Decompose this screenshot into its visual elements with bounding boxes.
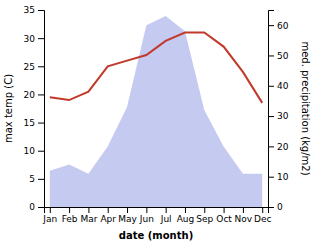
x-axis: Jan FebMarAprMayJun Jul AugSepOctNovDec bbox=[42, 207, 271, 224]
tick-mark bbox=[38, 179, 44, 180]
tick-label: Aug bbox=[177, 214, 195, 224]
tick-mark bbox=[185, 207, 186, 213]
tick: 10 bbox=[24, 146, 44, 156]
tick: 0 bbox=[29, 202, 44, 212]
tick-mark bbox=[38, 123, 44, 124]
tick-label: 50 bbox=[277, 51, 289, 61]
tick-label: May bbox=[118, 214, 137, 224]
tick: Sep bbox=[196, 207, 213, 224]
x-axis-title: date (month) bbox=[119, 230, 193, 241]
tick-label: 0 bbox=[277, 202, 283, 212]
tick-mark bbox=[166, 207, 167, 213]
tick-label: 10 bbox=[277, 172, 289, 182]
tick-mark bbox=[146, 207, 147, 213]
y-axis-title: max temp (C) bbox=[3, 74, 14, 143]
tick-label: 35 bbox=[24, 5, 35, 15]
tick-mark bbox=[268, 177, 274, 178]
area bbox=[50, 16, 262, 207]
tick-label: Feb bbox=[62, 214, 78, 224]
tick: 60 bbox=[268, 21, 289, 31]
tick-mark bbox=[268, 116, 274, 117]
tick-mark bbox=[243, 207, 244, 213]
tick-mark bbox=[127, 207, 128, 213]
x-axis-line bbox=[45, 208, 269, 214]
tick-mark bbox=[50, 207, 51, 213]
tick-label: Sep bbox=[196, 214, 213, 224]
tick-mark bbox=[38, 94, 44, 95]
tick-label: 20 bbox=[24, 90, 36, 100]
tick: Aug bbox=[177, 207, 195, 224]
tick-mark bbox=[69, 207, 70, 213]
tick-label: 25 bbox=[24, 62, 35, 72]
tick: Jun bbox=[139, 207, 154, 224]
line bbox=[50, 33, 262, 103]
tick-label: 40 bbox=[277, 81, 289, 91]
tick-label: 20 bbox=[277, 142, 289, 152]
tick: 30 bbox=[24, 34, 44, 44]
tick: 40 bbox=[268, 81, 289, 91]
tick-mark bbox=[108, 207, 109, 213]
tick-label: 5 bbox=[29, 174, 35, 184]
plot: Jan FebMarAprMayJun Jul AugSepOctNovDec 0 5 10… bbox=[3, 5, 311, 241]
tick: Feb bbox=[62, 207, 78, 224]
y2-axis-line bbox=[269, 11, 275, 208]
tick-label: 10 bbox=[24, 146, 36, 156]
tick-mark bbox=[268, 86, 274, 87]
tick-label: Dec bbox=[254, 214, 271, 224]
tick-mark bbox=[88, 207, 89, 213]
tick-mark bbox=[38, 207, 44, 208]
tick: 35 bbox=[24, 5, 44, 15]
tick-label: 15 bbox=[24, 118, 35, 128]
y-axis: 0 5 10 15 20 25 30 35 bbox=[24, 5, 45, 212]
tick-label: Mar bbox=[80, 214, 97, 224]
tick: 0 bbox=[268, 202, 283, 212]
tick-label: Jan bbox=[42, 214, 57, 224]
tick-mark bbox=[268, 25, 274, 26]
tick-mark bbox=[38, 66, 44, 67]
tick-label: Nov bbox=[235, 214, 253, 224]
tick: 20 bbox=[268, 142, 289, 152]
tick: 50 bbox=[268, 51, 289, 61]
tick-mark bbox=[262, 207, 263, 213]
y-axis-line bbox=[38, 11, 45, 208]
tick: 30 bbox=[268, 111, 289, 121]
tick: Apr bbox=[100, 207, 116, 224]
tick: Jul bbox=[160, 207, 172, 224]
tick-mark bbox=[204, 207, 205, 213]
tick-mark bbox=[38, 151, 44, 152]
tick-mark bbox=[38, 10, 44, 11]
tick-mark bbox=[268, 207, 274, 208]
tick: May bbox=[118, 207, 137, 224]
tick: 25 bbox=[24, 62, 44, 72]
tick-mark bbox=[38, 38, 44, 39]
tick: Jan bbox=[42, 207, 57, 224]
tick: Mar bbox=[80, 207, 97, 224]
tick-label: Oct bbox=[216, 214, 232, 224]
tick-label: 30 bbox=[24, 34, 36, 44]
tick-label: Jun bbox=[139, 214, 154, 224]
tick: 5 bbox=[29, 174, 44, 184]
chart: Jan FebMarAprMayJun Jul AugSepOctNovDec 0 5 10… bbox=[0, 0, 318, 247]
tick: 10 bbox=[268, 172, 289, 182]
tick: 15 bbox=[24, 118, 44, 128]
y2-axis-title: med. precipitation (kg/m2) bbox=[300, 41, 311, 175]
tick: 20 bbox=[24, 90, 44, 100]
tick: Oct bbox=[216, 207, 232, 224]
tick-label: 0 bbox=[29, 202, 35, 212]
tick-label: Jul bbox=[160, 214, 172, 224]
tick-label: 60 bbox=[277, 21, 289, 31]
tick: Dec bbox=[254, 207, 271, 224]
marks bbox=[50, 16, 262, 207]
tick-label: 30 bbox=[277, 111, 289, 121]
y2-axis: 0 10 20 30 40 50 60 bbox=[268, 11, 289, 213]
tick-mark bbox=[224, 207, 225, 213]
tick-mark bbox=[268, 55, 274, 56]
tick: Nov bbox=[235, 207, 253, 224]
tick-mark bbox=[268, 146, 274, 147]
tick-label: Apr bbox=[100, 214, 116, 224]
